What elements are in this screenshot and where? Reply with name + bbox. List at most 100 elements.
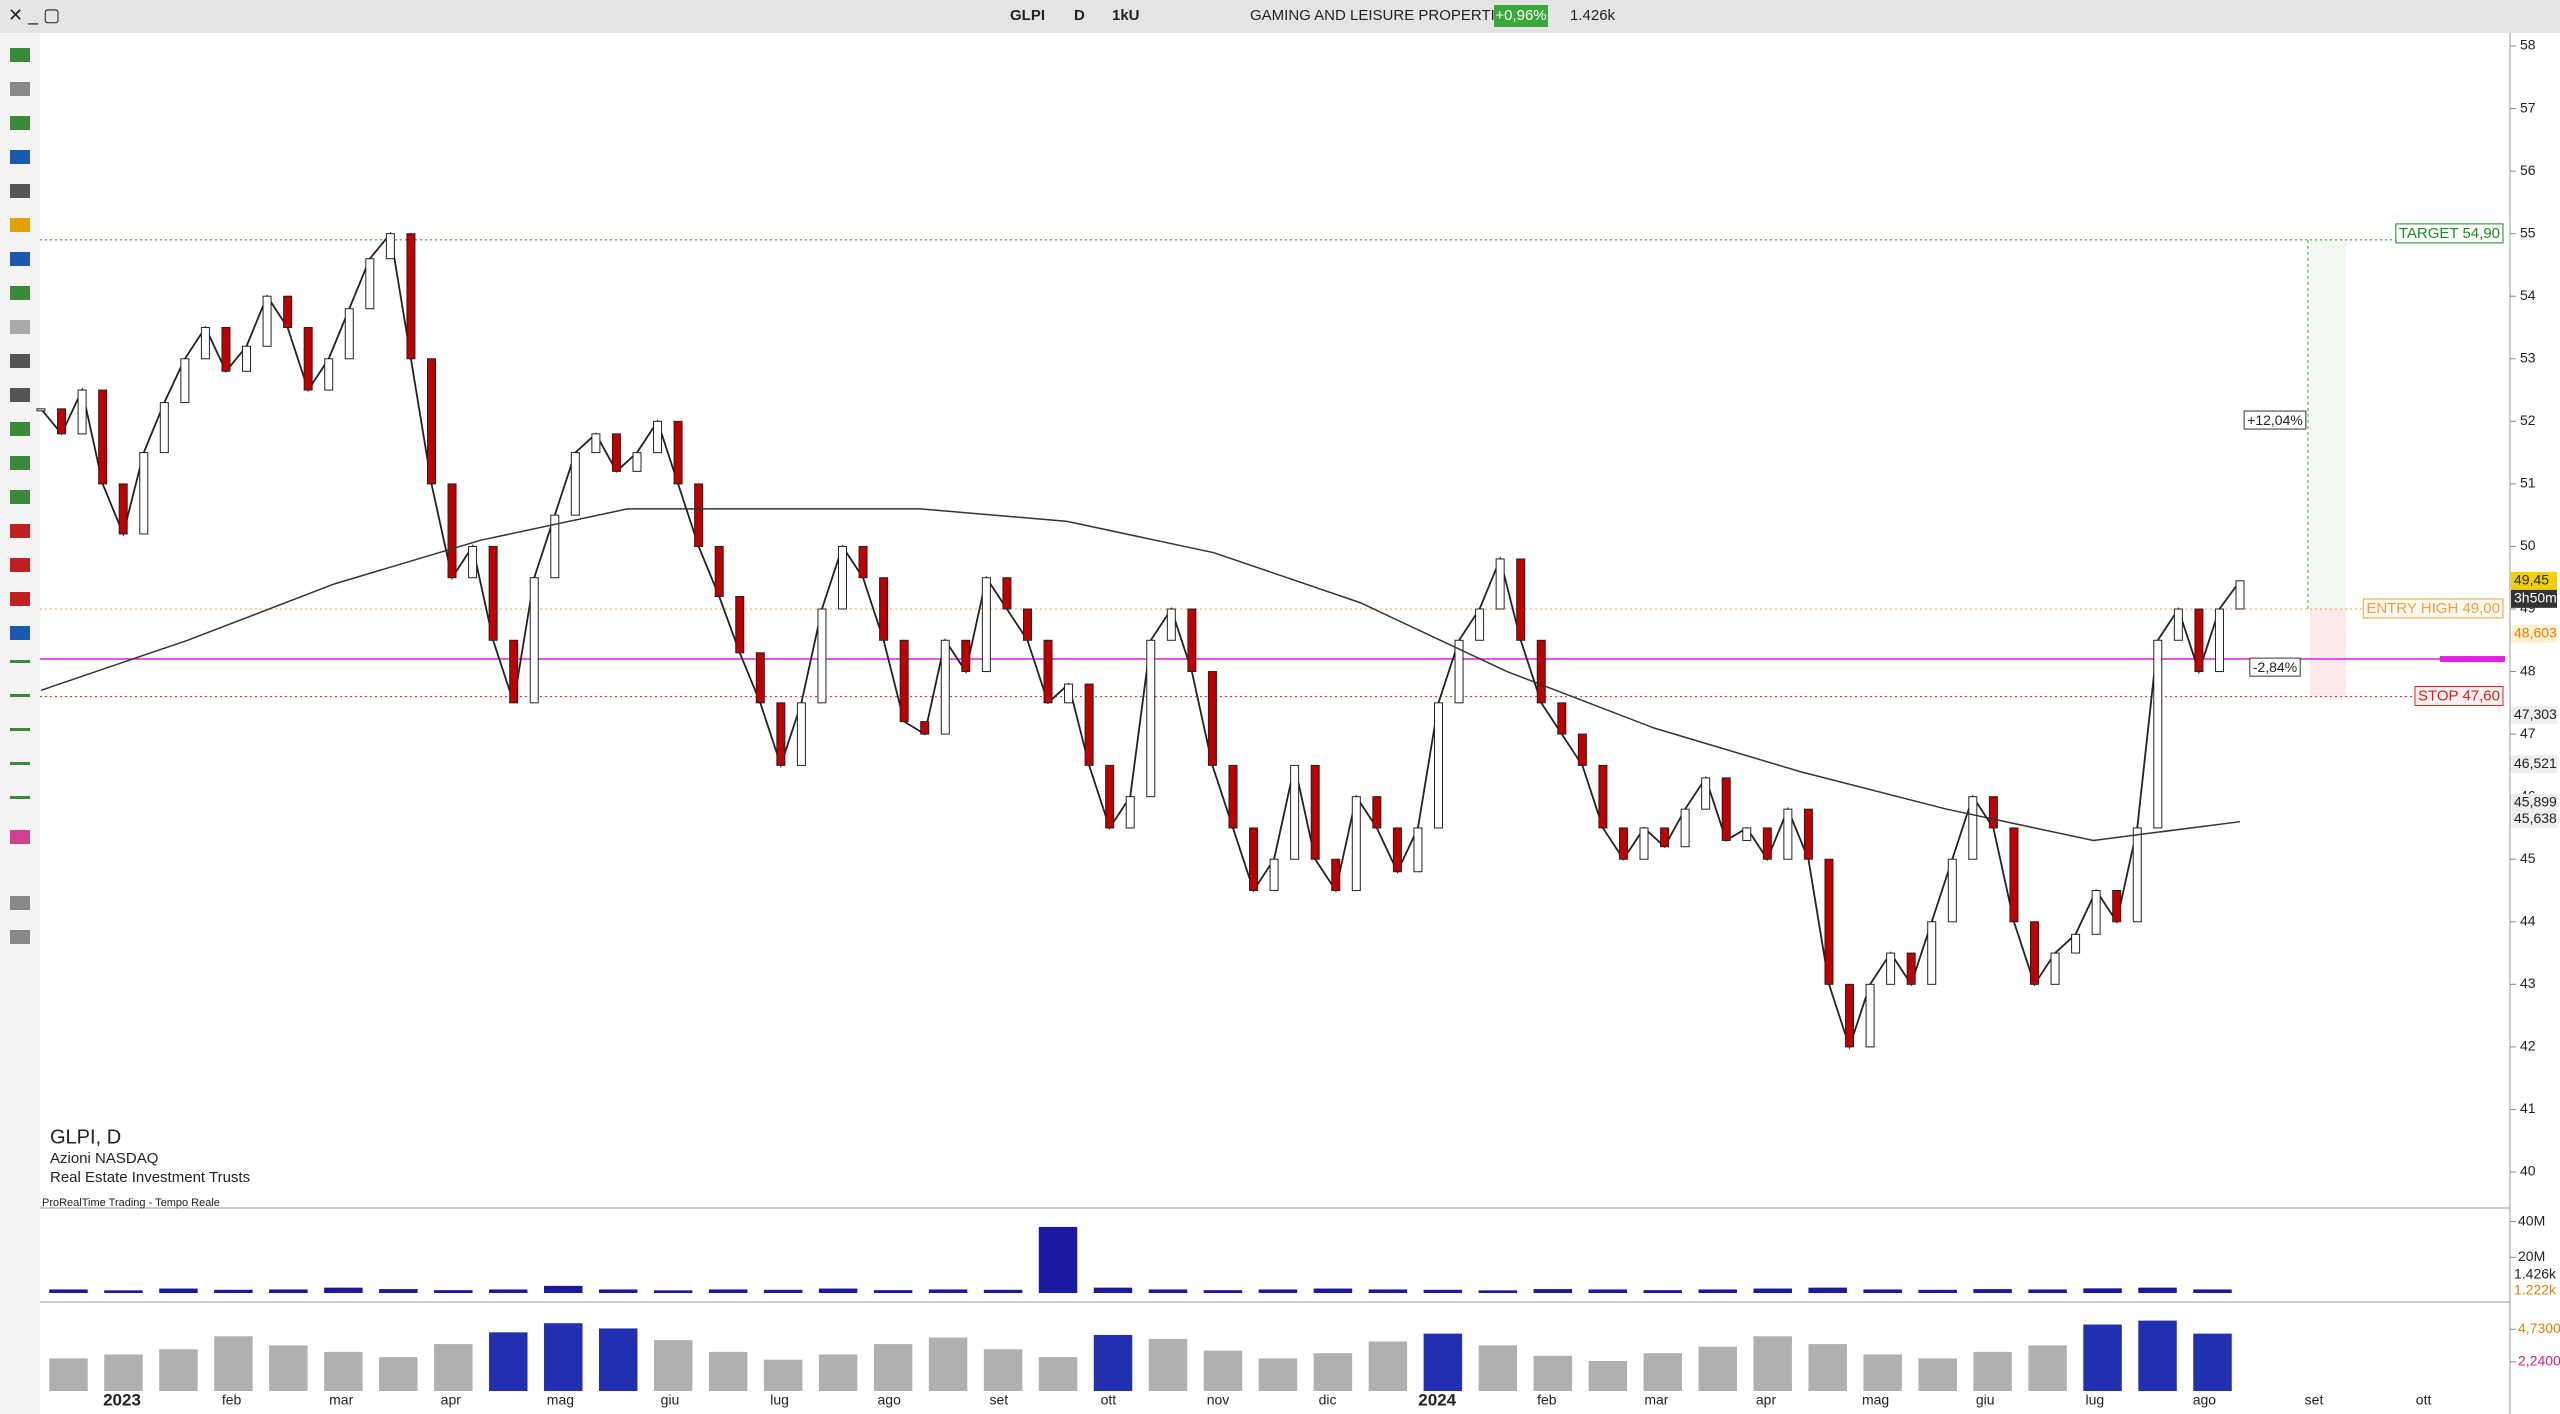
candle <box>2235 580 2245 610</box>
symbol[interactable]: GLPI <box>1010 7 1045 24</box>
indicator-bar <box>1643 1353 1683 1391</box>
indicator-bar <box>1093 1334 1133 1391</box>
indicator-bar <box>159 1349 198 1391</box>
toolbar <box>0 33 40 1414</box>
x-tick-label: ott <box>2416 1392 2432 1408</box>
candle <box>1351 796 1361 892</box>
volume-bar <box>983 1289 1023 1293</box>
volume-bar <box>763 1289 803 1293</box>
indicator-bar <box>1698 1346 1737 1391</box>
close-button[interactable]: ✕ _ ▢ <box>8 5 60 26</box>
candle <box>1166 608 1176 641</box>
y-tick-label: 2,2400 <box>2518 1353 2560 1369</box>
candle <box>1639 827 1649 860</box>
candle <box>77 389 87 435</box>
indicator-bar <box>873 1344 913 1391</box>
indicator-bar <box>489 1332 528 1391</box>
candle <box>1886 952 1896 985</box>
candle <box>283 295 293 329</box>
x-tick-label: feb <box>1537 1392 1557 1408</box>
candle <box>1516 558 1526 641</box>
indicator-bar <box>1753 1336 1792 1391</box>
candle <box>2112 890 2122 923</box>
candle <box>406 233 416 360</box>
y-tick-label: 45 <box>2520 850 2536 866</box>
info-sector: Real Estate Investment Trusts <box>50 1169 250 1186</box>
data-source: ProRealTime Trading - Tempo Reale <box>42 1197 220 1209</box>
x-tick-label: apr <box>441 1392 462 1408</box>
indicator-bar <box>708 1351 748 1391</box>
candle <box>447 483 457 579</box>
tool-icons <box>10 48 30 944</box>
volume-label: 1.222k <box>2514 1282 2557 1298</box>
timer-tag <box>2511 589 2557 608</box>
candle <box>1577 733 1587 766</box>
y-tick-label: 54 <box>2520 287 2536 303</box>
price-tag <box>2511 793 2557 812</box>
y-tick-label: 40 <box>2520 1163 2536 1179</box>
x-tick-label: feb <box>222 1392 242 1408</box>
candle <box>1701 777 1711 810</box>
volume-bar <box>214 1289 253 1293</box>
volume-bar <box>104 1290 143 1293</box>
indicator-bar <box>379 1357 418 1391</box>
info-exchange: Azioni NASDAQ <box>50 1150 158 1167</box>
candle <box>1783 808 1793 860</box>
candle <box>1968 796 1978 860</box>
header-bar <box>0 0 2560 33</box>
candle <box>303 327 313 391</box>
candle <box>1927 921 1937 985</box>
volume-bar <box>1478 1290 1518 1293</box>
annotation: -2,84% <box>2253 659 2297 675</box>
indicator-bar <box>1808 1344 1847 1391</box>
price-tag-label: 45,899 <box>2514 794 2557 810</box>
indicator-bar <box>269 1345 308 1391</box>
indicator-bar <box>1533 1355 1573 1391</box>
candle <box>1249 827 1259 892</box>
indicator-bar <box>1478 1345 1518 1391</box>
volume-bar <box>49 1289 88 1293</box>
candle <box>755 652 765 704</box>
candle <box>1290 764 1300 860</box>
x-tick-label: lug <box>2085 1392 2104 1408</box>
units[interactable]: 1kU <box>1112 7 1140 24</box>
x-tick-label: mar <box>329 1392 353 1408</box>
annotation-box <box>2243 410 2307 430</box>
volume-bar <box>2193 1289 2232 1293</box>
volume-bar <box>1093 1287 1133 1293</box>
x-tick-label: giu <box>1976 1392 1995 1408</box>
candle <box>838 545 848 610</box>
candle <box>2009 827 2019 923</box>
candle <box>2050 952 2060 985</box>
candle <box>2153 639 2163 829</box>
candle <box>879 577 889 641</box>
change: +0,96% <box>1495 7 1546 24</box>
volume-bar <box>598 1289 638 1293</box>
candle <box>1865 983 1875 1048</box>
candle <box>1660 827 1670 848</box>
x-tick-label: set <box>989 1392 1008 1408</box>
indicator-bar <box>1148 1338 1188 1391</box>
price-tag-label: 45,638 <box>2514 810 2557 826</box>
y-tick-label: 56 <box>2520 162 2536 178</box>
candle <box>1146 639 1156 798</box>
indicator-bar <box>434 1344 473 1391</box>
price-tag-label: 46,521 <box>2514 755 2557 771</box>
y-tick-label: 48 <box>2520 662 2536 678</box>
candle <box>385 233 395 260</box>
y-tick-label: 43 <box>2520 975 2536 991</box>
x-tick-label: apr <box>1756 1392 1777 1408</box>
candle <box>2132 827 2142 923</box>
period[interactable]: D <box>1074 7 1085 24</box>
y-tick-label: 55 <box>2520 224 2536 240</box>
candle <box>673 420 683 485</box>
price-line <box>40 231 2241 1050</box>
indicator-bar <box>214 1336 253 1391</box>
volume-bar <box>1588 1289 1628 1293</box>
indicator-bar <box>653 1340 693 1391</box>
candle <box>1824 858 1834 985</box>
candle <box>324 358 334 391</box>
candle <box>365 258 375 310</box>
candle <box>57 408 67 435</box>
x-tick-label: nov <box>1207 1392 1230 1408</box>
